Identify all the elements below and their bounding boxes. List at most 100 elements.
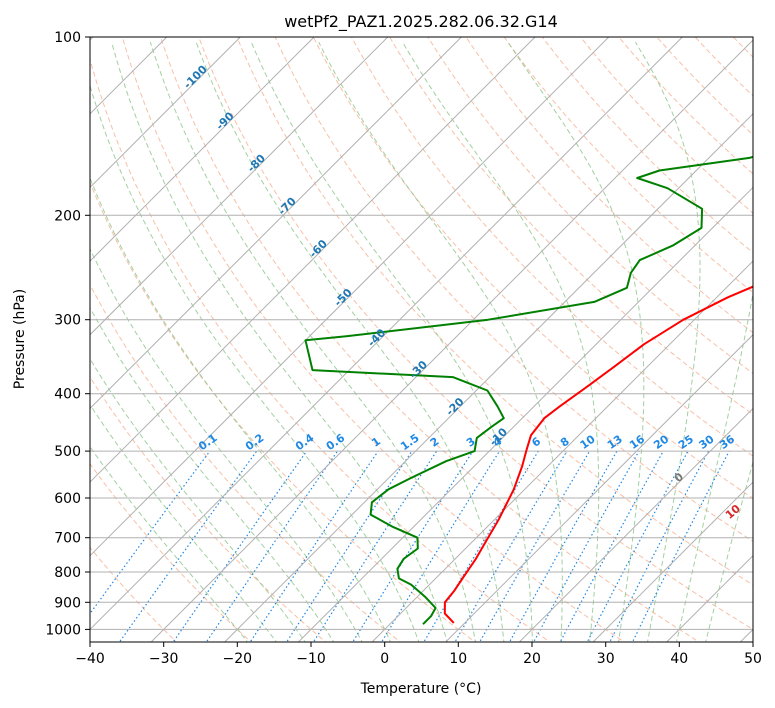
moist-adiabat-line bbox=[195, 41, 505, 642]
mixing-ratio-line bbox=[172, 450, 308, 642]
y-axis-label: Pressure (hPa) bbox=[12, 289, 28, 389]
isotherm-line bbox=[90, 37, 610, 557]
dry-adiabats bbox=[90, 27, 775, 645]
moist-adiabat-line bbox=[90, 403, 278, 642]
mixing-ratio-label: 30 bbox=[696, 432, 716, 452]
mixing-ratio-label: 0.4 bbox=[293, 431, 317, 453]
dry-adiabat-line bbox=[762, 27, 775, 645]
mixing-ratio-label: 0.1 bbox=[196, 431, 219, 453]
x-axis-ticks: −40 −30 −20 −10 0 10 20 30 40 50 bbox=[75, 642, 762, 667]
x-tick-label: −30 bbox=[149, 651, 179, 667]
mixing-ratio-line bbox=[118, 450, 258, 642]
moist-adiabat-label: 10 bbox=[723, 502, 743, 522]
moist-adiabat-line bbox=[111, 41, 448, 642]
isotherm-label: -80 bbox=[245, 151, 268, 174]
mixing-ratio-label: 1.5 bbox=[398, 431, 421, 453]
plot-frame bbox=[89, 36, 754, 643]
mixing-ratio-line bbox=[380, 450, 501, 642]
mixing-ratio-label: 16 bbox=[627, 432, 647, 452]
dry-adiabat-line bbox=[350, 37, 753, 457]
dry-adiabat-line bbox=[694, 37, 753, 97]
y-tick-label: 1000 bbox=[45, 622, 81, 638]
mixing-ratio-label: 20 bbox=[651, 432, 671, 452]
x-tick-label: 30 bbox=[597, 651, 615, 667]
dry-adiabat-line bbox=[541, 37, 753, 254]
dry-adiabat-line bbox=[274, 37, 753, 542]
mixing-ratio-line bbox=[90, 450, 211, 615]
isotherm-line bbox=[90, 37, 389, 336]
isotherm-line bbox=[90, 37, 536, 483]
mixing-ratio-line bbox=[285, 450, 413, 642]
isotherm-line bbox=[518, 407, 753, 642]
mixing-ratio-line bbox=[312, 450, 438, 642]
dry-adiabat-line bbox=[389, 37, 753, 416]
mixing-ratio-label: 10 bbox=[578, 432, 598, 452]
isotherm-label: -90 bbox=[213, 109, 236, 132]
moist-adiabat-line bbox=[90, 176, 392, 642]
dry-adiabat-line bbox=[90, 181, 476, 642]
isotherm-line bbox=[592, 481, 753, 642]
isotherm-line bbox=[90, 37, 242, 189]
temperature-line bbox=[443, 285, 753, 624]
dry-adiabat-line bbox=[90, 283, 402, 642]
x-tick-label: −10 bbox=[296, 651, 326, 667]
x-tick-label: 10 bbox=[449, 651, 467, 667]
isotherm-line bbox=[665, 555, 753, 642]
y-tick-label: 600 bbox=[54, 491, 81, 507]
dry-adiabat-line bbox=[198, 37, 753, 631]
mixing-ratio-label: 6 bbox=[529, 435, 543, 450]
moist-adiabat-line bbox=[507, 41, 645, 642]
moist-adiabat-label: 20 bbox=[755, 528, 775, 548]
x-tick-label: 20 bbox=[523, 651, 541, 667]
mixing-ratio-line bbox=[205, 450, 338, 642]
moist-adiabat-line bbox=[90, 445, 249, 642]
mixing-ratio-line bbox=[609, 450, 710, 642]
dewpoint-line bbox=[304, 155, 753, 625]
dry-adiabat-line bbox=[160, 37, 701, 642]
y-tick-label: 700 bbox=[54, 531, 81, 547]
dry-adiabat-line bbox=[121, 37, 626, 642]
isotherm-line bbox=[90, 37, 684, 631]
mixing-ratio-label: 1 bbox=[369, 435, 383, 450]
mixing-ratio-line bbox=[454, 450, 568, 642]
x-tick-label: −40 bbox=[75, 651, 105, 667]
isotherm-label: -20 bbox=[443, 395, 466, 418]
isotherm-line bbox=[223, 113, 753, 642]
dry-adiabat-line bbox=[618, 37, 753, 175]
dry-adiabat-line bbox=[90, 57, 551, 642]
isotherm-label: -40 bbox=[365, 326, 388, 349]
x-tick-label: −20 bbox=[223, 651, 253, 667]
isotherms bbox=[90, 37, 753, 642]
y-tick-label: 900 bbox=[54, 595, 81, 611]
y-tick-label: 200 bbox=[54, 208, 81, 224]
moist-adiabat-line bbox=[705, 460, 753, 642]
moist-adiabat-line bbox=[90, 84, 420, 642]
mixing-ratio-line bbox=[559, 450, 664, 642]
dry-adiabat-line bbox=[503, 37, 753, 294]
dry-adiabat-line bbox=[90, 376, 327, 642]
y-tick-label: 500 bbox=[54, 444, 81, 460]
plot-area: 0.1 0.2 0.4 0.6 1 1.5 2 3 4 6 8 10 13 16 20 25 30 36-100-… bbox=[90, 27, 775, 645]
chart-title: wetPf2_PAZ1.2025.282.06.32.G14 bbox=[284, 12, 558, 32]
pressure-gridlines bbox=[90, 37, 753, 630]
dry-adiabat-line bbox=[427, 37, 753, 374]
dry-adiabat-line bbox=[312, 37, 753, 499]
isotherm-line bbox=[297, 186, 753, 642]
x-axis-label: Temperature (°C) bbox=[360, 681, 482, 697]
mixing-ratio-label: 25 bbox=[676, 433, 696, 452]
y-tick-label: 100 bbox=[54, 30, 81, 46]
moist-adiabat-line bbox=[90, 357, 306, 642]
isotherm-line bbox=[371, 260, 753, 642]
dry-adiabat-line bbox=[90, 463, 252, 642]
x-tick-label: 50 bbox=[744, 651, 762, 667]
x-tick-label: 0 bbox=[380, 651, 389, 667]
isotherm-line bbox=[444, 334, 753, 642]
isotherm-label: -60 bbox=[307, 237, 330, 260]
isotherm-label: -30 bbox=[407, 358, 430, 381]
isotherm-line bbox=[90, 37, 315, 262]
moist-adiabat-line bbox=[676, 291, 753, 642]
mixing-ratio-line bbox=[586, 450, 689, 642]
isotherm-line bbox=[150, 39, 753, 642]
y-tick-label: 800 bbox=[54, 565, 81, 581]
